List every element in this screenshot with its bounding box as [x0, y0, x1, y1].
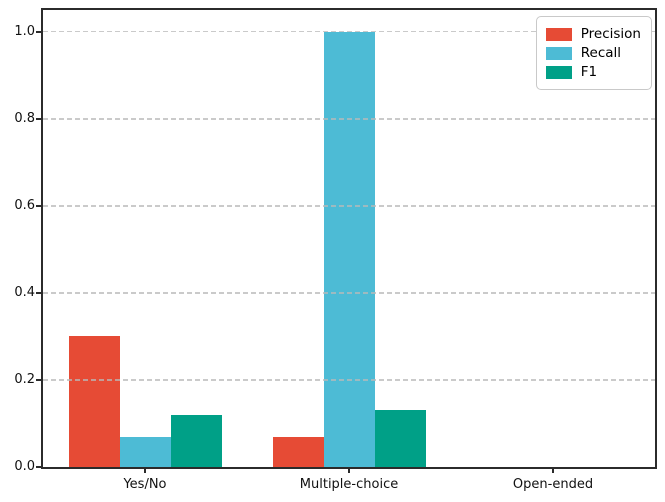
y-tick-mark	[36, 117, 41, 120]
y-tick-label: 1.0	[14, 23, 35, 39]
legend-swatch	[545, 27, 572, 41]
gridline	[43, 379, 655, 381]
gridline	[43, 118, 655, 120]
gridline	[43, 205, 655, 207]
y-tick-label: 0.4	[14, 284, 35, 300]
gridline	[43, 31, 655, 33]
legend-label: F1	[580, 64, 598, 80]
y-tick-mark	[36, 204, 41, 207]
x-tick-label: Open-ended	[512, 477, 594, 492]
x-tick-label: Multiple-choice	[299, 477, 399, 492]
x-tick-mark	[144, 469, 146, 473]
y-tick-label: 0.6	[14, 197, 35, 213]
y-tick-label: 0.2	[14, 371, 35, 387]
bar-precision-multiple-choice	[272, 436, 324, 467]
legend-swatch	[545, 65, 572, 79]
gridline	[43, 292, 655, 294]
y-tick-label: 0.8	[14, 110, 35, 126]
bar-f1-multiple-choice	[374, 410, 426, 467]
x-tick-mark	[348, 469, 350, 473]
legend-entry: Precision	[545, 26, 641, 42]
legend-entry: Recall	[545, 45, 641, 61]
y-tick-mark	[36, 30, 41, 33]
bar-f1-yes-no	[170, 414, 222, 467]
bar-recall-yes-no	[119, 436, 171, 467]
plot-area: Precision Recall F1	[41, 8, 657, 469]
x-tick-mark	[552, 469, 554, 473]
legend-label: Precision	[580, 26, 641, 42]
y-tick-mark	[36, 466, 41, 468]
legend: Precision Recall F1	[535, 16, 652, 90]
bar-precision-yes-no	[68, 336, 120, 467]
legend-label: Recall	[580, 45, 622, 61]
y-tick-mark	[36, 379, 41, 381]
y-tick-label: 0.0	[14, 459, 35, 474]
y-tick-mark	[36, 292, 41, 294]
bar-recall-multiple-choice	[323, 31, 375, 467]
legend-entry: F1	[545, 64, 641, 80]
legend-swatch	[545, 46, 572, 60]
x-tick-label: Yes/No	[123, 477, 167, 492]
